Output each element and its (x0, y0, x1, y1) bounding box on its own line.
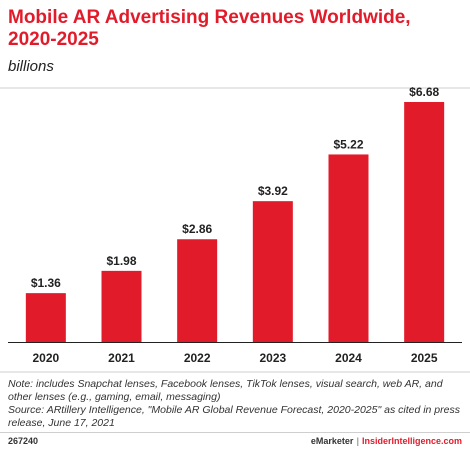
brand-insider: InsiderIntelligence.com (361, 436, 462, 446)
brand-separator: | (356, 436, 359, 446)
data-label-2021: $1.98 (106, 254, 136, 268)
chart-subtitle: billions (8, 58, 54, 75)
note-text: Note: includes Snapchat lenses, Facebook… (8, 378, 443, 403)
bar-2025 (404, 102, 445, 342)
x-tick-2020: 2020 (32, 351, 59, 365)
x-tick-2024: 2024 (335, 351, 362, 365)
data-label-2025: $6.68 (409, 85, 439, 99)
x-tick-2022: 2022 (184, 351, 211, 365)
bar-2022 (177, 239, 218, 342)
bar-2023 (252, 201, 293, 342)
data-label-2023: $3.92 (258, 184, 288, 198)
x-tick-2023: 2023 (259, 351, 286, 365)
chart-id: 267240 (8, 436, 39, 446)
bar-chart: $1.36 2020 $1.98 2021 $2.86 2022 $3.92 2023 $5.2… (0, 85, 470, 373)
brand-emarketer: eMarketer (310, 436, 354, 446)
bar-2021 (101, 270, 142, 342)
x-tick-2025: 2025 (411, 351, 438, 365)
bar-2020 (25, 293, 66, 342)
bar-2024 (328, 154, 369, 342)
chart-title: Mobile AR Advertising Revenues Worldwide… (8, 7, 411, 50)
footer-divider (0, 432, 470, 433)
data-label-2020: $1.36 (31, 276, 61, 290)
chart-notes: Note: includes Snapchat lenses, Facebook… (8, 378, 463, 430)
data-label-2024: $5.22 (333, 137, 363, 151)
x-tick-2021: 2021 (108, 351, 135, 365)
data-label-2022: $2.86 (182, 222, 212, 236)
footer-brand: eMarketer | InsiderIntelligence.com (311, 436, 462, 446)
source-text: Source: ARtillery Intelligence, "Mobile … (8, 404, 460, 429)
